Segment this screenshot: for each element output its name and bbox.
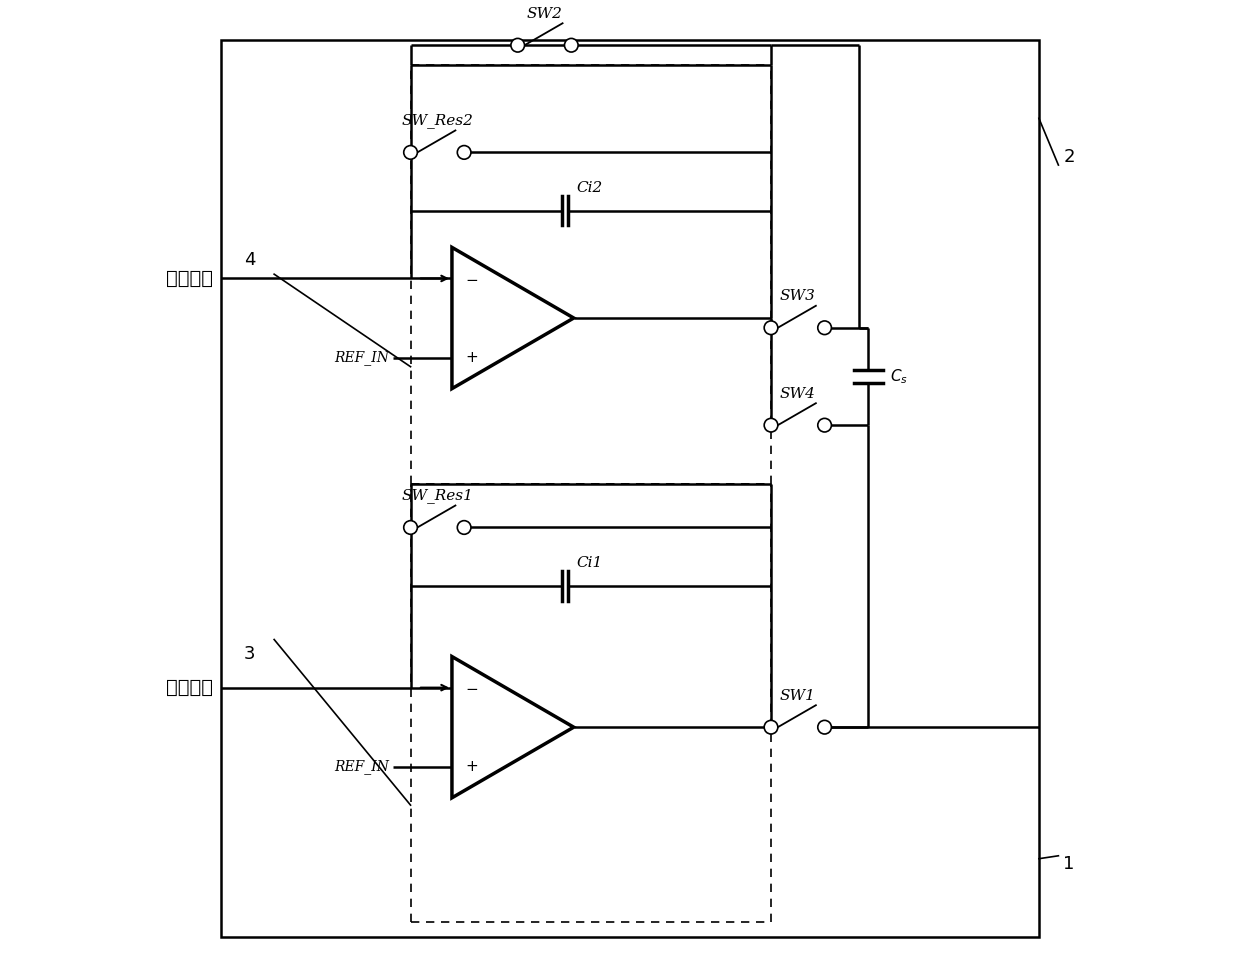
Text: REF_IN: REF_IN	[334, 350, 388, 365]
Bar	[221, 40, 1039, 937]
Text: $+$: $+$	[465, 350, 477, 365]
Text: $+$: $+$	[465, 759, 477, 774]
Text: SW_Res2: SW_Res2	[402, 113, 474, 128]
Circle shape	[764, 720, 777, 734]
Circle shape	[817, 320, 831, 334]
Circle shape	[404, 521, 418, 534]
Text: REF_IN: REF_IN	[334, 759, 388, 774]
Circle shape	[817, 418, 831, 432]
Text: 2: 2	[1063, 149, 1075, 166]
Circle shape	[404, 146, 418, 159]
Text: SW1: SW1	[780, 689, 816, 702]
Text: 共模信号: 共模信号	[166, 678, 213, 698]
Circle shape	[511, 38, 525, 52]
Text: SW3: SW3	[780, 289, 816, 304]
Circle shape	[458, 521, 471, 534]
Text: 4: 4	[244, 250, 255, 269]
Text: SW_Res1: SW_Res1	[402, 488, 474, 503]
Text: SW4: SW4	[780, 387, 816, 401]
Text: 1: 1	[1063, 855, 1075, 872]
Circle shape	[564, 38, 578, 52]
Text: Ci1: Ci1	[577, 556, 603, 571]
Text: Ci2: Ci2	[577, 182, 603, 195]
Circle shape	[817, 720, 831, 734]
Text: $-$: $-$	[465, 680, 477, 695]
Text: 3: 3	[244, 645, 255, 663]
Circle shape	[764, 418, 777, 432]
Text: 指纹信号: 指纹信号	[166, 269, 213, 288]
Circle shape	[764, 320, 777, 334]
Circle shape	[458, 146, 471, 159]
Text: $C_s$: $C_s$	[890, 367, 908, 386]
Text: SW2: SW2	[527, 7, 563, 21]
Text: $-$: $-$	[465, 271, 477, 286]
